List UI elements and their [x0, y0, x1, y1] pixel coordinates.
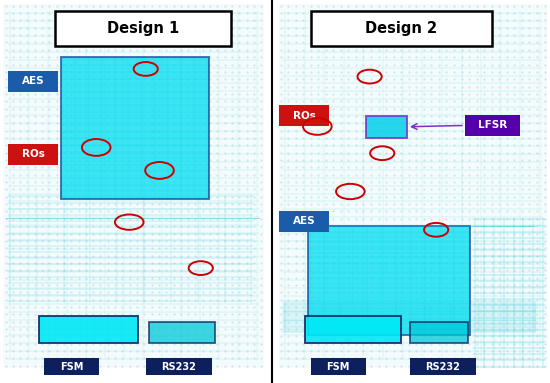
Bar — [366, 116, 407, 138]
Bar — [410, 358, 476, 375]
Bar — [146, 358, 212, 375]
Bar — [311, 11, 492, 46]
Text: AES: AES — [293, 216, 316, 226]
Bar — [8, 71, 58, 92]
Bar — [308, 226, 470, 335]
Bar — [8, 144, 58, 165]
Text: LFSR: LFSR — [477, 120, 507, 131]
Bar — [279, 211, 329, 232]
Text: RS232: RS232 — [425, 362, 460, 372]
Text: ROs: ROs — [293, 111, 316, 121]
Text: Design 1: Design 1 — [107, 21, 179, 36]
Bar — [410, 322, 468, 343]
Bar — [44, 358, 99, 375]
Text: FSM: FSM — [60, 362, 83, 372]
Bar — [39, 316, 138, 343]
Bar — [278, 4, 547, 368]
Text: AES: AES — [21, 76, 45, 87]
Bar — [465, 115, 520, 136]
Text: ROs: ROs — [21, 149, 45, 159]
Text: RS232: RS232 — [161, 362, 196, 372]
Bar — [3, 4, 264, 368]
Text: Design 2: Design 2 — [365, 21, 438, 36]
Text: FSM: FSM — [327, 362, 350, 372]
Bar — [60, 57, 209, 199]
Bar — [279, 105, 329, 126]
Bar — [305, 316, 401, 343]
Bar — [148, 322, 214, 343]
Bar — [311, 358, 366, 375]
Bar — [55, 11, 231, 46]
